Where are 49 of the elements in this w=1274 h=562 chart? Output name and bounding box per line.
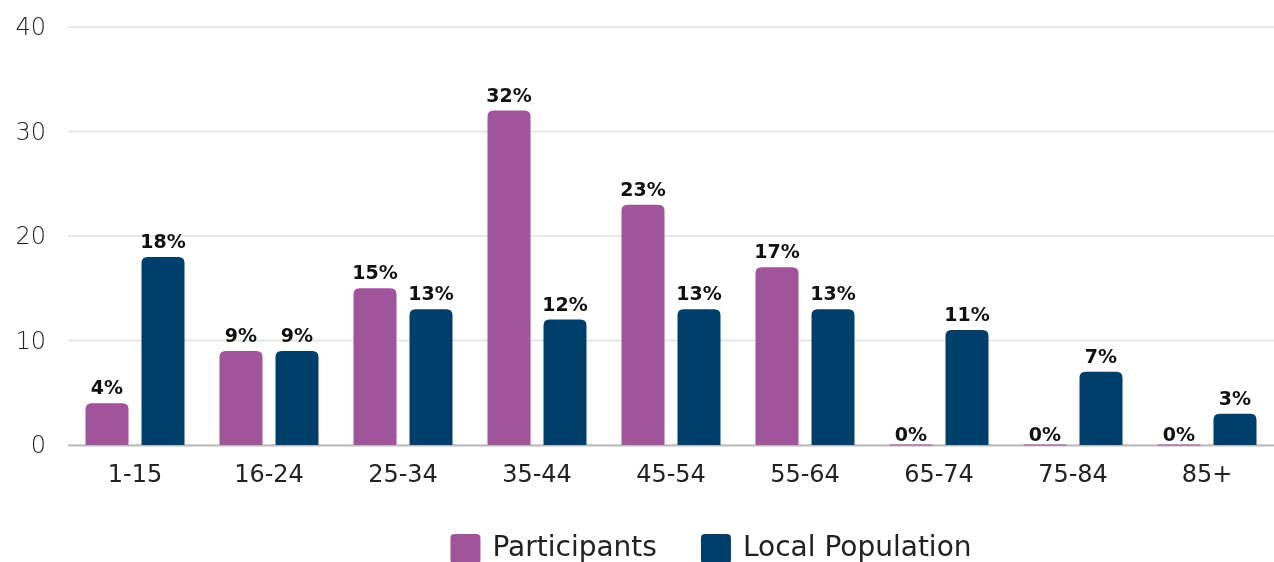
x-tick-label: 25-34	[368, 460, 438, 489]
bar	[755, 267, 799, 445]
x-tick-label: 1-15	[107, 460, 163, 489]
data-label: 0%	[894, 423, 928, 445]
bar	[487, 110, 531, 445]
data-label: 32%	[486, 83, 532, 106]
bar	[811, 309, 855, 445]
x-tick-label: 16-24	[234, 460, 304, 489]
data-label: 4%	[90, 376, 124, 399]
data-label: 13%	[408, 282, 454, 305]
data-label: 9%	[280, 323, 314, 346]
bar	[141, 256, 185, 445]
bar	[945, 330, 989, 445]
data-label: 17%	[754, 240, 800, 263]
bar	[409, 309, 453, 445]
data-label: 0%	[1162, 423, 1196, 445]
y-tick-label: 20	[15, 222, 46, 251]
y-tick-label: 30	[15, 117, 46, 146]
data-label: 13%	[676, 282, 722, 305]
data-label: 11%	[944, 303, 990, 326]
data-label: 9%	[224, 323, 258, 346]
y-tick-label: 0	[30, 431, 46, 460]
x-tick-label: 45-54	[636, 460, 706, 489]
data-label: 0%	[1028, 423, 1062, 445]
bar	[1079, 371, 1123, 445]
data-label: 13%	[810, 282, 856, 305]
bar	[85, 403, 129, 445]
data-label: 7%	[1084, 344, 1118, 367]
x-tick-label: 55-64	[770, 460, 840, 489]
bar	[1213, 413, 1257, 445]
data-label: 23%	[620, 177, 666, 200]
data-label: 18%	[140, 229, 186, 252]
data-label: 3%	[1218, 386, 1252, 409]
bar	[621, 204, 665, 445]
y-tick-label: 10	[15, 326, 46, 355]
x-tick-label: 85+	[1181, 460, 1233, 489]
x-tick-label: 75-84	[1038, 460, 1108, 489]
x-tick-label: 35-44	[502, 460, 572, 489]
bar	[219, 350, 263, 445]
bar	[353, 288, 397, 445]
legend-label: Participants	[492, 530, 657, 562]
bar	[543, 319, 587, 445]
y-tick-label: 40	[15, 13, 46, 42]
data-label: 15%	[352, 261, 398, 284]
x-tick-label: 65-74	[904, 460, 974, 489]
bar	[275, 350, 319, 445]
data-label: 12%	[542, 292, 588, 315]
bar	[677, 309, 721, 445]
legend-label: Local Population	[742, 530, 972, 562]
